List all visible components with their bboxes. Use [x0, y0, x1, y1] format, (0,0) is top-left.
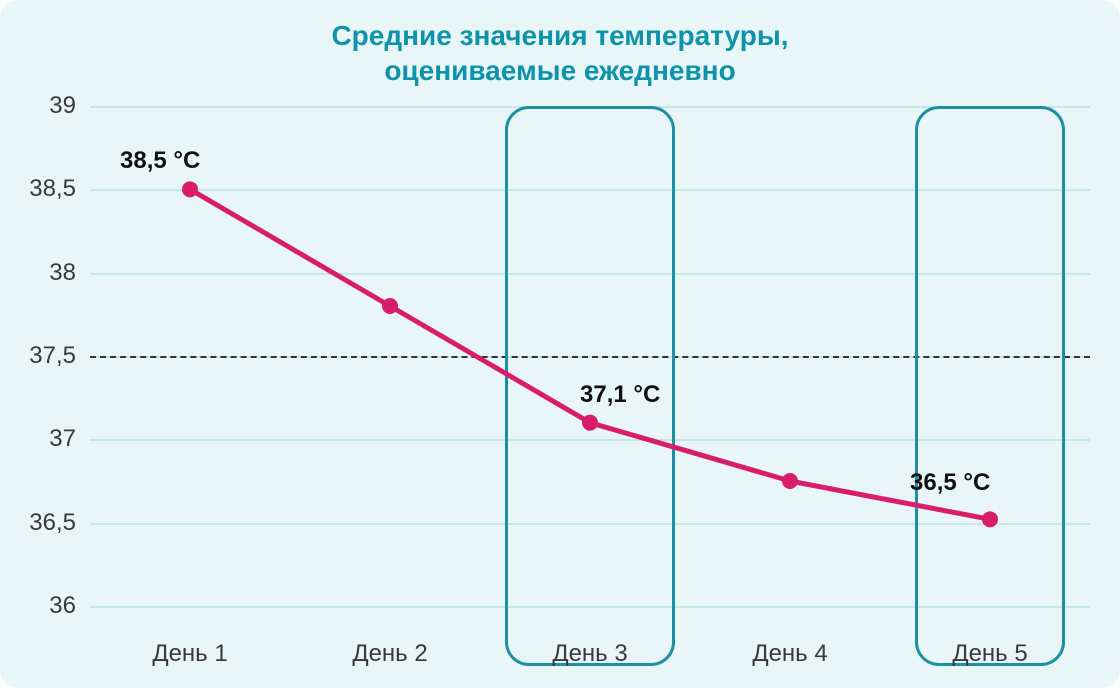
point-label: 37,1 °C	[580, 381, 660, 409]
plot-area: 3636,53737,53838,539День 1День 2День 3Де…	[90, 106, 1090, 606]
series-marker	[382, 298, 398, 314]
x-tick-label: День 3	[552, 640, 627, 668]
chart-title-line2: оцениваемые ежедневно	[0, 53, 1120, 88]
chart-card: Средние значения температуры, оцениваемы…	[0, 0, 1120, 688]
x-tick-label: День 4	[752, 640, 827, 668]
point-label: 38,5 °C	[120, 147, 200, 175]
point-label: 36,5 °C	[910, 469, 990, 497]
x-tick-label: День 5	[952, 640, 1027, 668]
series-marker	[582, 415, 598, 431]
x-tick-label: День 2	[352, 640, 427, 668]
chart-title-line1: Средние значения температуры,	[0, 18, 1120, 53]
y-tick-label: 37	[6, 425, 76, 453]
y-tick-label: 36,5	[6, 509, 76, 537]
series-marker	[182, 181, 198, 197]
y-tick-label: 36	[6, 592, 76, 620]
y-tick-label: 39	[6, 92, 76, 120]
chart-title: Средние значения температуры, оцениваемы…	[0, 18, 1120, 88]
y-tick-label: 37,5	[6, 342, 76, 370]
y-tick-label: 38	[6, 259, 76, 287]
x-tick-label: День 1	[152, 640, 227, 668]
series-marker	[782, 473, 798, 489]
series-svg	[90, 106, 1090, 606]
y-tick-label: 38,5	[6, 175, 76, 203]
series-marker	[982, 511, 998, 527]
series-line	[190, 189, 990, 519]
